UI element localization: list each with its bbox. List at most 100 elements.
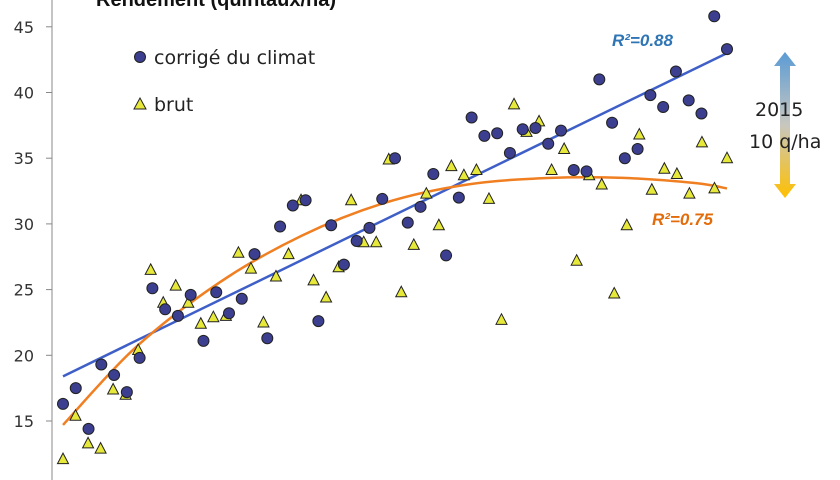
data-point-corrected xyxy=(708,10,721,23)
y-tick-label: 45 xyxy=(14,18,34,37)
data-point-corrected xyxy=(274,220,287,233)
data-point-corrected xyxy=(503,146,516,159)
data-point-raw xyxy=(407,237,421,250)
r2-linear-label: R²=0.88 xyxy=(612,31,673,50)
data-point-corrected xyxy=(491,127,504,140)
data-point-corrected xyxy=(606,116,619,129)
data-point-raw xyxy=(445,159,458,172)
data-point-raw xyxy=(545,162,558,176)
data-point-raw xyxy=(595,177,609,190)
data-point-corrected xyxy=(235,292,248,305)
data-point-raw xyxy=(56,452,70,465)
y-tick-label: 20 xyxy=(14,346,34,365)
data-point-corrected xyxy=(299,194,312,207)
data-point-corrected xyxy=(312,315,325,328)
data-point-corrected xyxy=(414,200,427,213)
data-point-corrected xyxy=(695,107,708,120)
legend-label-corrected: corrigé du climat xyxy=(154,47,315,69)
data-point-corrected xyxy=(337,258,350,271)
data-point-raw xyxy=(620,218,634,231)
data-point-corrected xyxy=(427,167,440,180)
data-point-corrected xyxy=(95,358,108,371)
data-point-corrected xyxy=(223,307,235,320)
data-point-corrected xyxy=(478,129,491,142)
data-point-corrected xyxy=(210,286,223,299)
data-point-corrected xyxy=(682,94,695,107)
data-point-corrected xyxy=(133,351,146,364)
data-point-raw xyxy=(645,182,659,195)
data-point-raw xyxy=(106,382,120,395)
data-point-raw xyxy=(319,290,333,303)
polynomial-trendline xyxy=(62,175,728,426)
data-point-corrected xyxy=(184,288,197,301)
data-point-raw xyxy=(244,261,258,274)
data-points xyxy=(56,10,734,465)
y-tick-label: 15 xyxy=(14,412,34,431)
data-point-raw xyxy=(720,151,734,164)
data-point-raw xyxy=(457,168,471,181)
data-point-raw xyxy=(169,278,183,291)
data-point-corrected xyxy=(248,248,261,261)
data-point-raw xyxy=(307,273,320,286)
legend-triangle-marker xyxy=(133,96,147,110)
data-point-raw xyxy=(194,316,208,329)
data-point-corrected xyxy=(721,43,733,56)
y-axis-ticks: 10 15 20 25 30 35 40 45 xyxy=(14,18,52,480)
annotation-delta: 10 q/ha xyxy=(749,131,821,153)
data-point-corrected xyxy=(120,386,133,399)
data-point-raw xyxy=(344,193,358,206)
data-point-raw xyxy=(257,315,270,328)
data-point-corrected xyxy=(325,219,338,232)
data-point-raw xyxy=(607,286,621,299)
annotation-year: 2015 xyxy=(755,99,803,121)
data-point-raw xyxy=(658,161,671,174)
data-point-corrected xyxy=(631,143,644,156)
data-point-raw xyxy=(269,269,283,282)
data-point-raw xyxy=(144,262,158,275)
data-point-corrected xyxy=(618,152,631,165)
data-point-raw xyxy=(470,162,483,176)
data-point-raw xyxy=(81,436,95,449)
legend: corrigé du climat brut xyxy=(133,47,315,116)
data-point-raw xyxy=(495,312,508,325)
data-point-corrected xyxy=(159,303,172,316)
data-point-corrected xyxy=(644,89,657,102)
data-point-raw xyxy=(683,186,696,199)
data-point-corrected xyxy=(657,100,670,113)
y-tick-label: 30 xyxy=(14,215,34,234)
data-point-raw xyxy=(369,235,383,248)
yield-gap-annotation: 2015 10 q/ha xyxy=(749,52,821,198)
data-point-raw xyxy=(482,191,496,204)
data-point-corrected xyxy=(363,221,376,234)
y-tick-label: 10 xyxy=(14,478,34,480)
legend-circle-marker xyxy=(134,51,146,63)
data-point-raw xyxy=(94,441,107,454)
data-point-raw xyxy=(570,253,583,266)
data-point-raw xyxy=(282,247,295,260)
data-point-corrected xyxy=(542,137,555,150)
data-point-corrected xyxy=(516,123,529,136)
double-arrow-icon xyxy=(774,52,796,198)
data-point-corrected xyxy=(465,111,478,124)
data-point-corrected xyxy=(669,65,682,78)
data-point-raw xyxy=(507,97,521,110)
data-point-corrected xyxy=(452,191,465,204)
data-point-corrected xyxy=(171,309,184,322)
data-point-raw xyxy=(432,218,446,231)
y-tick-label: 40 xyxy=(14,84,34,103)
y-tick-label: 35 xyxy=(14,149,34,168)
data-point-corrected xyxy=(389,152,401,165)
data-point-corrected xyxy=(567,164,580,177)
data-point-raw xyxy=(632,127,646,140)
legend-label-raw: brut xyxy=(154,94,193,116)
data-point-raw xyxy=(207,310,220,323)
data-point-corrected xyxy=(146,282,159,295)
data-point-raw xyxy=(708,181,721,194)
data-point-raw xyxy=(181,295,195,308)
y-tick-label: 25 xyxy=(14,281,34,300)
data-point-corrected xyxy=(401,216,414,229)
data-point-corrected xyxy=(350,234,363,247)
data-point-corrected xyxy=(555,124,567,137)
r2-polynomial-label: R²=0.75 xyxy=(652,210,713,229)
